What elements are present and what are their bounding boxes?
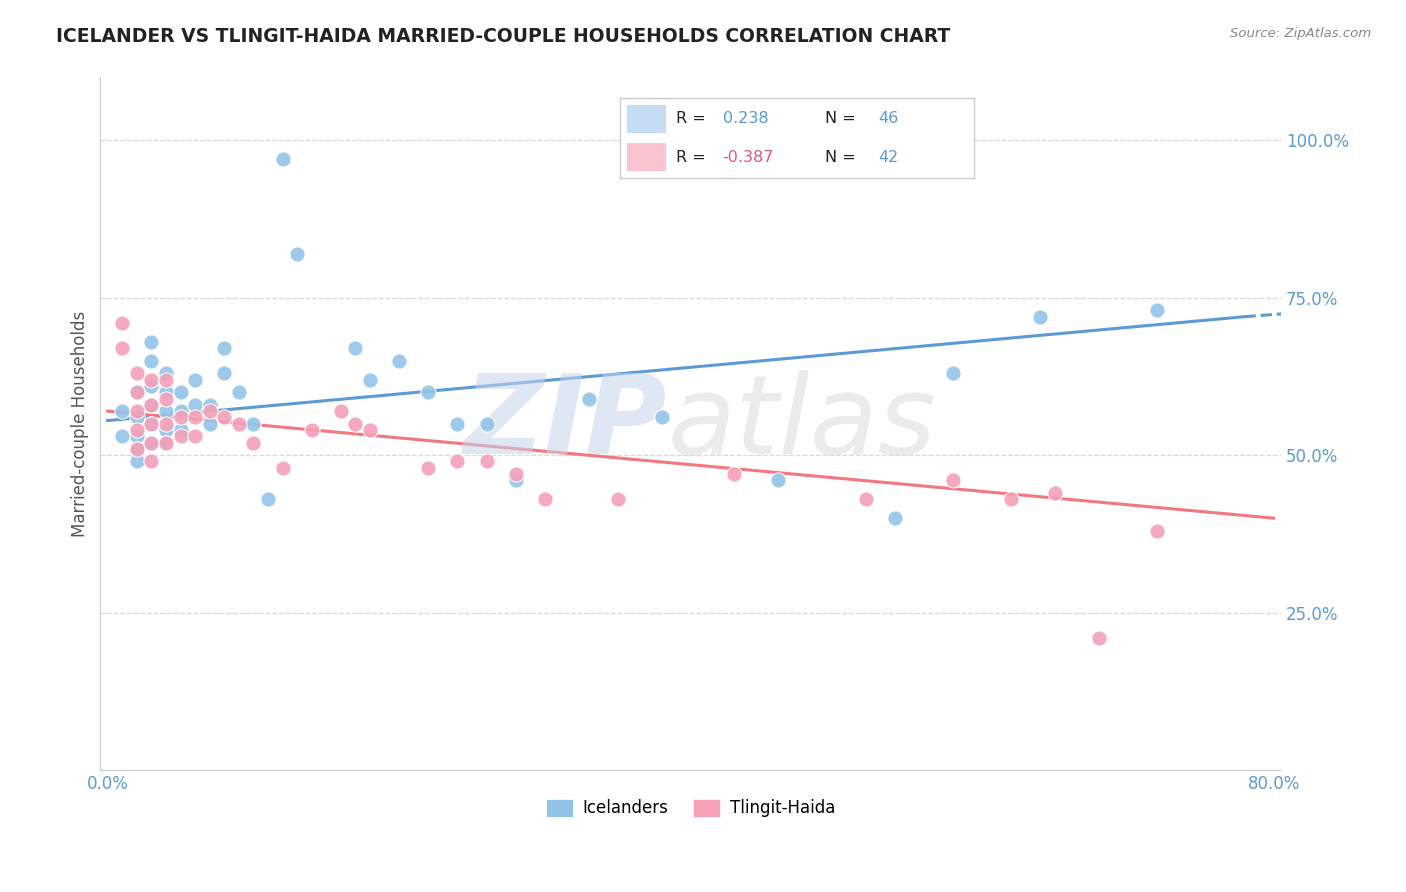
Point [942, 474, 965, 488]
Point [285, 246, 308, 260]
Point [475, 454, 498, 468]
Point [169, 404, 191, 418]
Point [111, 429, 134, 443]
Point [1000, 492, 1022, 507]
Point [475, 417, 498, 431]
Point [1043, 486, 1066, 500]
Point [155, 423, 177, 437]
Point [125, 454, 148, 468]
Point [766, 474, 789, 488]
Point [141, 417, 163, 431]
Point [125, 410, 148, 425]
Point [141, 454, 163, 468]
Point [155, 435, 177, 450]
Point [125, 442, 148, 456]
Text: ZIP: ZIP [464, 370, 666, 477]
Point [359, 423, 381, 437]
Point [125, 429, 148, 443]
Point [198, 417, 221, 431]
Point [198, 398, 221, 412]
Point [155, 435, 177, 450]
Point [344, 417, 367, 431]
Point [125, 442, 148, 456]
Point [169, 429, 191, 443]
Point [1087, 631, 1109, 645]
Point [141, 379, 163, 393]
Point [184, 429, 207, 443]
Point [141, 435, 163, 450]
Point [1029, 310, 1052, 324]
Point [141, 353, 163, 368]
Point [344, 341, 367, 355]
Point [141, 373, 163, 387]
Point [1146, 524, 1168, 538]
Point [301, 423, 323, 437]
Point [125, 404, 148, 418]
Point [155, 373, 177, 387]
Point [446, 454, 468, 468]
Point [212, 410, 235, 425]
Y-axis label: Married-couple Households: Married-couple Households [72, 310, 89, 537]
Point [883, 511, 905, 525]
Point [505, 467, 527, 481]
Text: Source: ZipAtlas.com: Source: ZipAtlas.com [1230, 27, 1371, 40]
Point [242, 435, 264, 450]
Point [141, 435, 163, 450]
Point [418, 460, 440, 475]
Point [125, 423, 148, 437]
Point [111, 341, 134, 355]
Point [125, 367, 148, 381]
Point [155, 404, 177, 418]
Point [446, 417, 468, 431]
Point [942, 367, 965, 381]
Point [228, 417, 250, 431]
Text: atlas: atlas [666, 370, 935, 477]
Point [155, 417, 177, 431]
Point [505, 474, 527, 488]
Point [169, 423, 191, 437]
Point [271, 153, 294, 167]
Point [111, 316, 134, 330]
Point [169, 385, 191, 400]
Point [212, 341, 235, 355]
Point [184, 398, 207, 412]
Point [388, 353, 411, 368]
Point [242, 417, 264, 431]
Point [141, 334, 163, 349]
Point [534, 492, 557, 507]
Point [141, 417, 163, 431]
Point [111, 404, 134, 418]
Point [212, 367, 235, 381]
Point [228, 385, 250, 400]
Point [606, 492, 628, 507]
Point [198, 404, 221, 418]
Point [271, 460, 294, 475]
Point [125, 385, 148, 400]
Point [141, 398, 163, 412]
Point [329, 404, 352, 418]
Point [578, 392, 600, 406]
Point [723, 467, 745, 481]
Point [359, 373, 381, 387]
Point [855, 492, 877, 507]
Point [184, 410, 207, 425]
Legend: Icelanders, Tlingit-Haida: Icelanders, Tlingit-Haida [538, 792, 842, 824]
Point [155, 367, 177, 381]
Point [155, 392, 177, 406]
Point [141, 398, 163, 412]
Point [650, 410, 672, 425]
Text: ICELANDER VS TLINGIT-HAIDA MARRIED-COUPLE HOUSEHOLDS CORRELATION CHART: ICELANDER VS TLINGIT-HAIDA MARRIED-COUPL… [56, 27, 950, 45]
Point [184, 373, 207, 387]
Point [257, 492, 280, 507]
Point [155, 385, 177, 400]
Point [418, 385, 440, 400]
Point [169, 410, 191, 425]
Point [125, 385, 148, 400]
Point [1146, 303, 1168, 318]
